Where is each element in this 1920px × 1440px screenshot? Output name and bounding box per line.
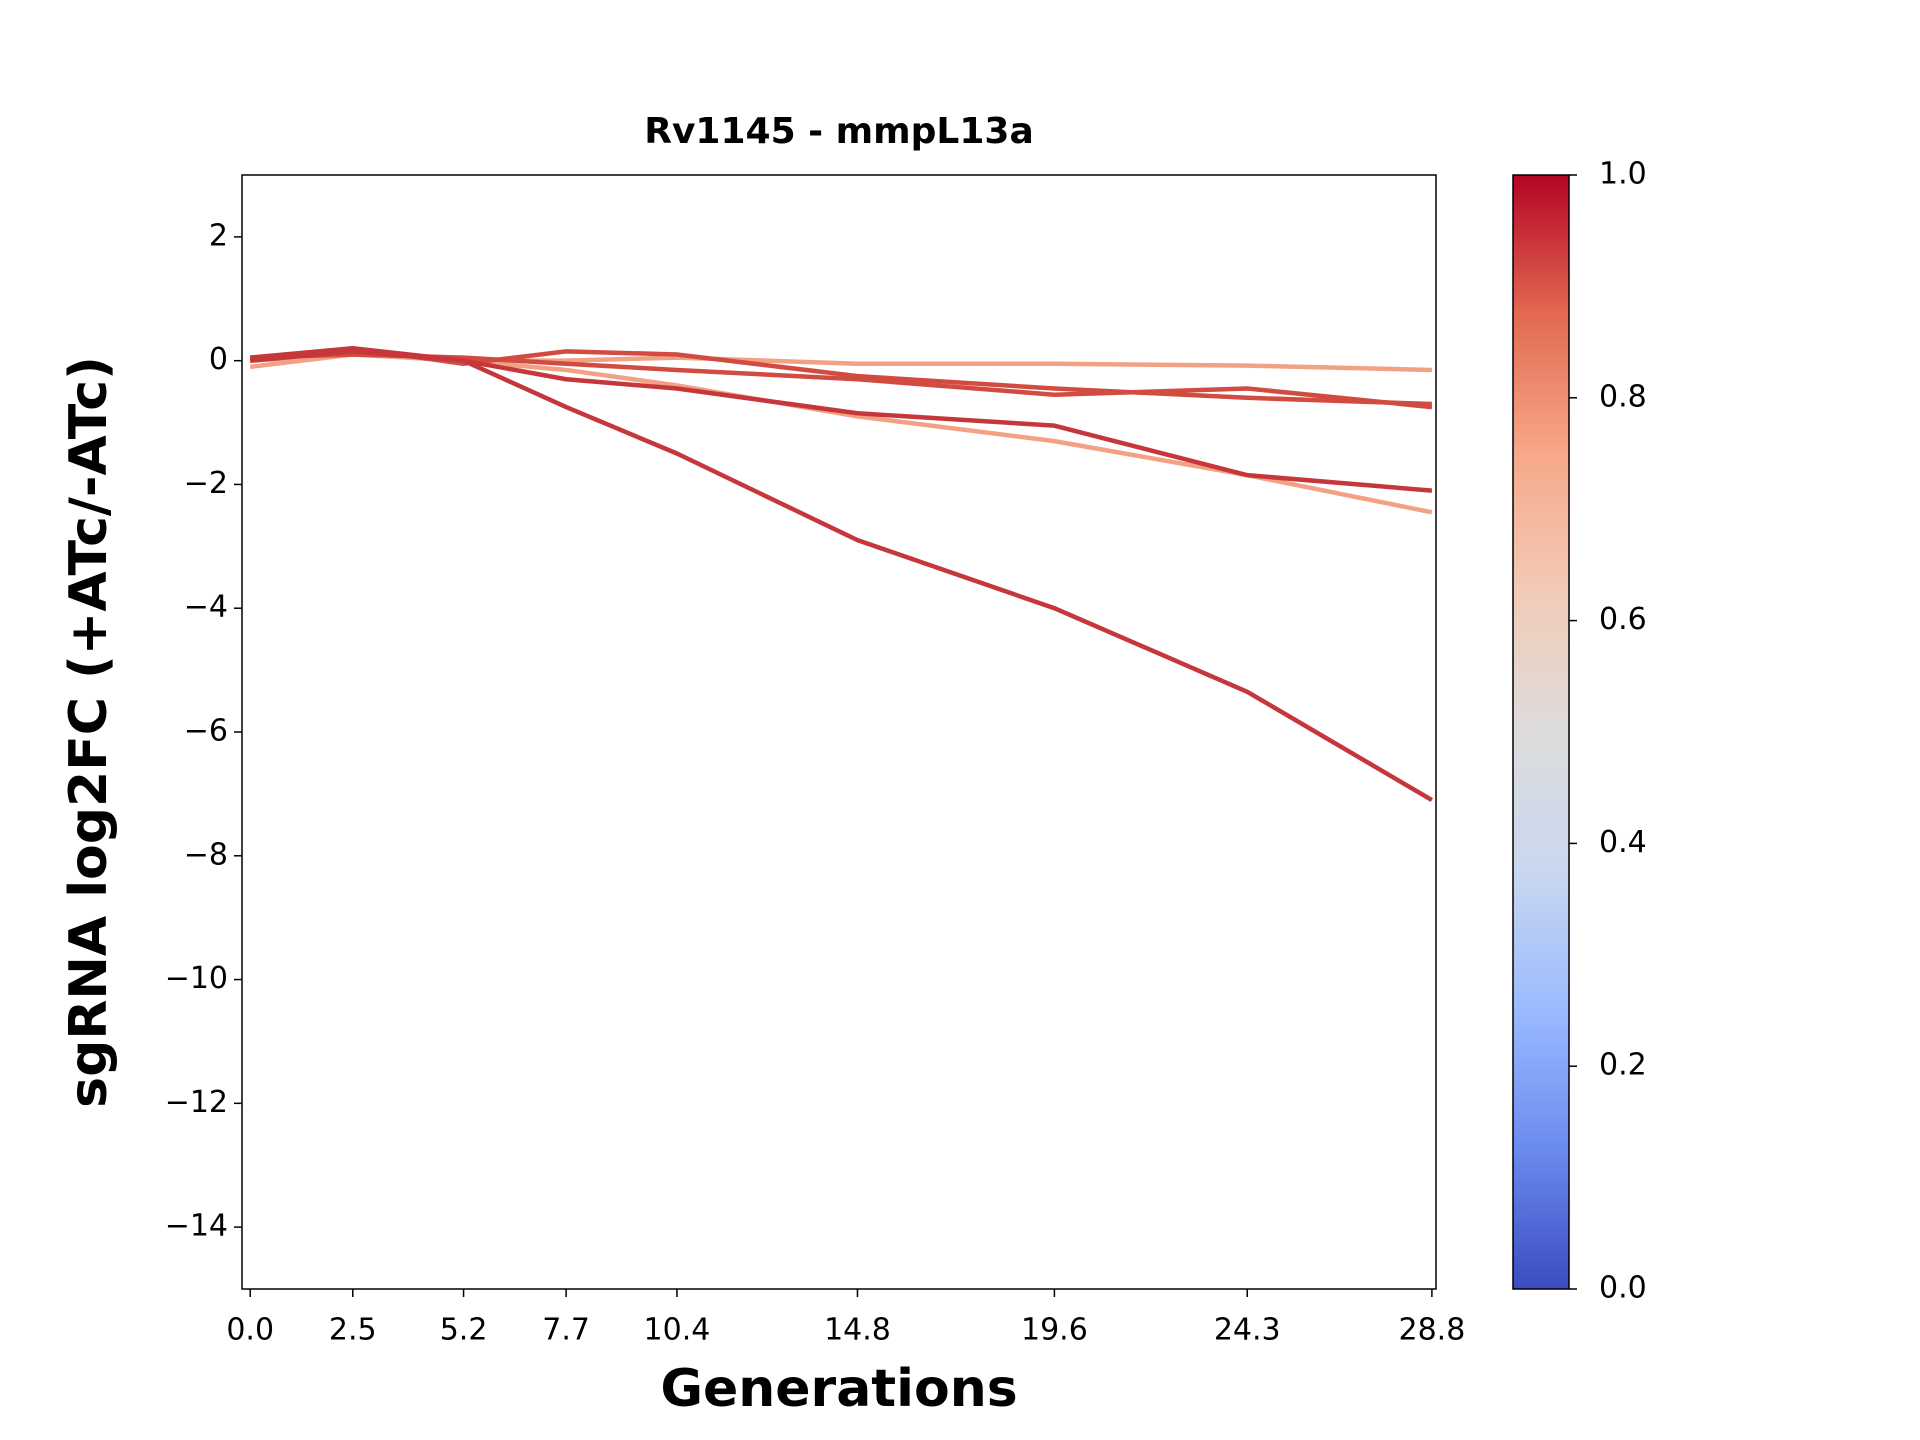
x-tick-label: 14.8 [824,1313,891,1348]
y-tick-label: −4 [184,590,228,625]
series-line [250,346,1434,803]
y-tick-label: −2 [184,466,228,501]
plot-frame [241,174,1437,1290]
y-tick-label: −8 [184,837,228,872]
colorbar [1512,174,1570,1290]
x-tick-label: 2.5 [329,1313,377,1348]
x-tick-label: 28.8 [1398,1313,1465,1348]
y-tick-label: 2 [209,218,228,253]
colorbar-tick-label: 0.0 [1599,1271,1647,1306]
x-tick-label: 19.6 [1021,1313,1088,1348]
colorbar-tick-label: 0.2 [1599,1048,1647,1083]
x-tick-label: 10.4 [644,1313,711,1348]
x-tick-label: 7.7 [542,1313,590,1348]
y-axis-label: sgRNA log2FC (+ATc/-ATc) [59,356,119,1108]
x-tick-label: 0.0 [226,1313,274,1348]
y-tick-label: −10 [165,961,228,996]
x-axis-label: Generations [660,1359,1017,1419]
colorbar-tick-label: 0.8 [1599,379,1647,414]
y-tick-label: −12 [165,1085,228,1120]
y-tick-label: −14 [165,1209,228,1244]
colorbar-tick-label: 1.0 [1599,157,1647,192]
y-tick-label: −6 [184,714,228,749]
colorbar-tick-label: 0.6 [1599,602,1647,637]
colorbar-tick-label: 0.4 [1599,825,1647,860]
chart-title: Rv1145 - mmpL13a [644,111,1034,152]
x-tick-label: 5.2 [440,1313,488,1348]
x-tick-label: 24.3 [1214,1313,1281,1348]
y-tick-label: 0 [209,342,228,377]
